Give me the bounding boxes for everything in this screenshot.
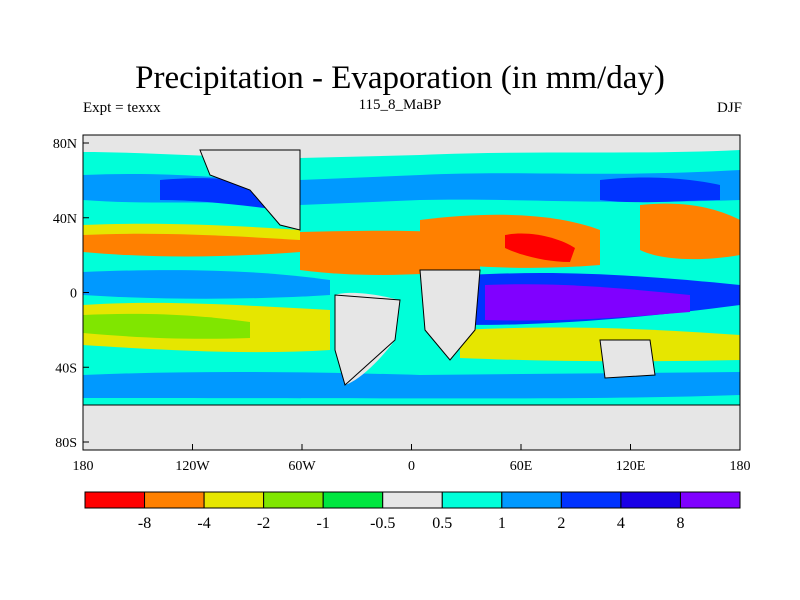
colorbar-label: -4 bbox=[197, 515, 210, 532]
equatorial-blue-west bbox=[83, 270, 330, 299]
equatorial-purple bbox=[485, 284, 690, 321]
colorbar-label: 4 bbox=[617, 515, 625, 532]
asia-red bbox=[505, 233, 575, 262]
n-subtropic-orange bbox=[83, 233, 300, 257]
x-tick-label: 60E bbox=[510, 459, 533, 474]
southern-ocean-blue bbox=[83, 371, 740, 399]
colorbar-label: -0.5 bbox=[370, 515, 395, 532]
north-pacific-dark bbox=[600, 177, 720, 203]
s-subtropic-green-west bbox=[83, 313, 250, 339]
experiment-label: Expt = texxx bbox=[83, 100, 161, 116]
colorbar-label: 8 bbox=[676, 515, 684, 532]
x-tick-label: 0 bbox=[408, 459, 415, 474]
colorbar-swatch bbox=[322, 491, 384, 509]
west-pacific-orange bbox=[640, 203, 740, 260]
africa bbox=[420, 270, 480, 360]
period-label: 115_8_MaBP bbox=[358, 97, 442, 113]
colorbar-label: 1 bbox=[498, 515, 506, 532]
colorbar-label: -8 bbox=[138, 515, 151, 532]
colorbar: -8 -4 -2 -1 -0.5 0.5 1 2 4 8 bbox=[84, 491, 741, 532]
coastline-path bbox=[83, 149, 740, 406]
x-tick-label: 180 bbox=[73, 459, 94, 474]
colorbar-swatch bbox=[501, 491, 562, 509]
x-tick-label: 120W bbox=[175, 459, 210, 474]
map-panel bbox=[82, 134, 741, 451]
south-america bbox=[335, 292, 400, 385]
y-tick-label: 40S bbox=[55, 361, 77, 376]
s-subtropic-yellow-east bbox=[460, 327, 740, 362]
y-tick-label: 80S bbox=[55, 436, 77, 451]
colorbar-swatch bbox=[620, 491, 681, 509]
antarctica bbox=[83, 405, 740, 450]
y-axis-ticks: 80N 40N 0 40S 80S bbox=[53, 137, 89, 451]
x-axis-ticks: 180 120W 60W 0 60E 120E 180 bbox=[73, 444, 751, 474]
colorbar-swatch bbox=[560, 491, 622, 509]
colorbar-swatch bbox=[203, 491, 265, 509]
y-tick-label: 80N bbox=[53, 137, 77, 152]
y-tick-label: 40N bbox=[53, 212, 77, 227]
colorbar-swatch bbox=[382, 491, 443, 509]
colorbar-swatch bbox=[263, 491, 324, 509]
colorbar-label: -1 bbox=[317, 515, 330, 532]
x-tick-label: 180 bbox=[730, 459, 751, 474]
colorbar-swatch bbox=[679, 491, 741, 509]
season-label: DJF bbox=[716, 100, 742, 116]
x-tick-label: 60W bbox=[288, 459, 316, 474]
colorbar-label: 2 bbox=[557, 515, 565, 532]
colorbar-swatch bbox=[441, 491, 503, 509]
colorbar-swatch bbox=[84, 491, 146, 509]
colorbar-label: -2 bbox=[257, 515, 270, 532]
colorbar-swatch bbox=[144, 491, 205, 509]
australia bbox=[600, 340, 655, 378]
x-tick-label: 120E bbox=[616, 459, 646, 474]
chart-title: Precipitation - Evaporation (in mm/day) bbox=[135, 60, 665, 96]
y-tick-label: 0 bbox=[70, 287, 77, 302]
colorbar-label: 0.5 bbox=[432, 515, 452, 532]
